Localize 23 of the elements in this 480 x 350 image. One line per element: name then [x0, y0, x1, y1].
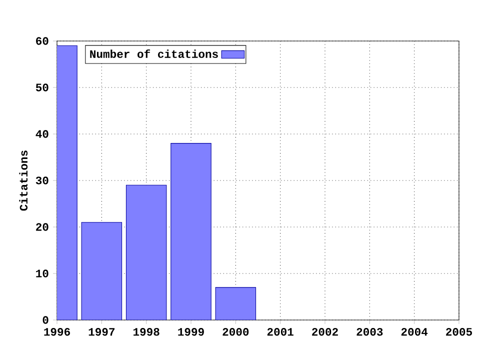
x-tick-label: 2000 [222, 328, 249, 336]
x-tick-label: 1996 [44, 328, 70, 336]
x-tick-label: 1997 [88, 328, 115, 336]
x-tick-label: 2004 [401, 328, 428, 336]
x-tick-label: 2005 [446, 328, 472, 336]
x-tick-label: 2001 [267, 328, 294, 336]
y-tick-label: 30 [36, 176, 48, 184]
y-axis-title: Citations [19, 150, 28, 211]
bar [81, 222, 122, 320]
y-tick-label: 50 [36, 84, 48, 92]
x-tick-label: 2003 [356, 328, 383, 336]
y-tick-label: 20 [36, 223, 48, 231]
bar [126, 184, 167, 320]
bar [215, 287, 256, 320]
x-tick-label: 2002 [312, 328, 338, 336]
y-tick-label: 60 [36, 37, 48, 45]
y-tick-label: 0 [42, 316, 48, 324]
bar [170, 143, 212, 320]
y-tick-label: 40 [36, 130, 48, 138]
y-tick-label: 10 [36, 270, 48, 278]
x-tick-label: 1999 [178, 328, 204, 336]
legend-label: Number of citations [90, 49, 218, 58]
x-tick-label: 1998 [134, 328, 160, 336]
